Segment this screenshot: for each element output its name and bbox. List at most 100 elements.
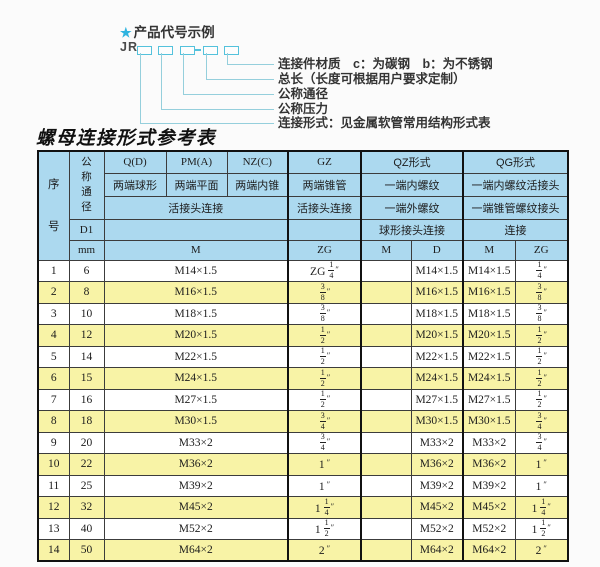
header-qz-row3: 一端外螺纹 bbox=[360, 195, 464, 220]
cell-m-thread: M20×1.5 bbox=[103, 324, 289, 347]
header-empty-gz bbox=[287, 218, 362, 241]
cell-qz-m bbox=[360, 259, 412, 282]
cell-qz-m bbox=[360, 302, 412, 325]
cell-qz-m bbox=[360, 281, 412, 304]
cell-gz: 1 2 ″ bbox=[287, 324, 362, 347]
header-q-code: Q(D) bbox=[103, 150, 167, 174]
cell-qg-m: M18×1.5 bbox=[462, 302, 516, 325]
cell-qg-m: M33×2 bbox=[462, 431, 516, 454]
cell-qg-m: M22×1.5 bbox=[462, 345, 516, 368]
cell-qz-m bbox=[360, 410, 412, 433]
cell-qg-zg: 3 4 ″ bbox=[514, 410, 569, 433]
code-box bbox=[158, 46, 173, 55]
header-seq: 序号 bbox=[37, 150, 70, 261]
cell-qz-d: M22×1.5 bbox=[410, 345, 464, 368]
cell-seq: 12 bbox=[37, 496, 70, 519]
header-nz-ends: 两端内锥 bbox=[226, 172, 289, 197]
cell-qz-d: M16×1.5 bbox=[410, 281, 464, 304]
header-q-ends: 两端球形 bbox=[103, 172, 167, 197]
table-row: 3 10 M18×1.5 3 8 ″ M18×1.5 M18×1.5 3 8 ″ bbox=[37, 302, 569, 325]
cell-seq: 9 bbox=[37, 431, 70, 454]
header-qg-row2: 一端内螺纹活接头 bbox=[462, 172, 569, 197]
cell-seq: 5 bbox=[37, 345, 70, 368]
nut-connection-table: 序号 公称通径 Q(D) PM(A) NZ(C) GZ QZ形式 QG形式 两端… bbox=[37, 150, 569, 562]
cell-qz-m bbox=[360, 367, 412, 390]
cell-mm: 8 bbox=[68, 281, 105, 304]
cell-mm: 14 bbox=[68, 345, 105, 368]
connector-line bbox=[183, 53, 184, 94]
cell-m-thread: M22×1.5 bbox=[103, 345, 289, 368]
header-m-unit: M bbox=[103, 239, 289, 261]
cell-gz: 1 2 ″ bbox=[287, 388, 362, 411]
cell-qz-d: M20×1.5 bbox=[410, 324, 464, 347]
connector-line bbox=[227, 64, 274, 65]
header-qz-m-unit: M bbox=[360, 239, 412, 261]
header-qg-zg-unit: ZG bbox=[514, 239, 569, 261]
cell-qg-m: M39×2 bbox=[462, 474, 516, 497]
cell-qg-m: M24×1.5 bbox=[462, 367, 516, 390]
table-row: 10 22 M36×2 1 ″ M36×2 M36×2 1 ″ bbox=[37, 453, 569, 476]
cell-mm: 12 bbox=[68, 324, 105, 347]
cell-qg-m: M45×2 bbox=[462, 496, 516, 519]
diagram-heading: ★ 产品代号示例 bbox=[120, 21, 215, 41]
cell-qz-d: M39×2 bbox=[410, 474, 464, 497]
cell-qz-d: M36×2 bbox=[410, 453, 464, 476]
cell-qz-m bbox=[360, 453, 412, 476]
cell-qg-m: M52×2 bbox=[462, 517, 516, 540]
header-qz-code: QZ形式 bbox=[360, 150, 464, 174]
cell-qg-zg: 1 ″ bbox=[514, 453, 569, 476]
cell-qz-d: M30×1.5 bbox=[410, 410, 464, 433]
code-box bbox=[224, 46, 239, 55]
code-dash bbox=[194, 49, 201, 51]
cell-qg-zg: 1 ″ bbox=[514, 474, 569, 497]
cell-seq: 13 bbox=[37, 517, 70, 540]
cell-seq: 8 bbox=[37, 410, 70, 433]
header-union-connection: 活接头连接 bbox=[103, 195, 289, 220]
header-qz-row2: 一端内螺纹 bbox=[360, 172, 464, 197]
cell-qz-d: M64×2 bbox=[410, 539, 464, 562]
cell-qg-zg: 1 2 ″ bbox=[514, 367, 569, 390]
cell-mm: 20 bbox=[68, 431, 105, 454]
cell-qg-zg: 2 ″ bbox=[514, 539, 569, 562]
cell-qz-d: M45×2 bbox=[410, 496, 464, 519]
header-mm-unit: mm bbox=[68, 239, 105, 261]
product-code-prefix: JR bbox=[120, 40, 138, 54]
table-row: 1 6 M14×1.5 ZG 1 4 ″ M14×1.5 M14×1.5 1 4 ″ bbox=[37, 259, 569, 282]
cell-seq: 1 bbox=[37, 259, 70, 282]
cell-m-thread: M39×2 bbox=[103, 474, 289, 497]
cell-gz: 1 1 4 ″ bbox=[287, 496, 362, 519]
cell-qg-m: M36×2 bbox=[462, 453, 516, 476]
cell-gz: 1 1 2 ″ bbox=[287, 517, 362, 540]
diagram-label-material: 连接件材质 c：为碳钢 b：为不锈钢 bbox=[278, 57, 493, 71]
cell-gz: 3 8 ″ bbox=[287, 302, 362, 325]
cell-m-thread: M64×2 bbox=[103, 539, 289, 562]
cell-qg-m: M16×1.5 bbox=[462, 281, 516, 304]
cell-seq: 4 bbox=[37, 324, 70, 347]
header-empty-span bbox=[103, 218, 289, 241]
cell-qz-m bbox=[360, 474, 412, 497]
connector-line bbox=[183, 94, 274, 95]
cell-qg-zg: 3 8 ″ bbox=[514, 281, 569, 304]
cell-gz: ZG 1 4 ″ bbox=[287, 259, 362, 282]
cell-mm: 10 bbox=[68, 302, 105, 325]
diagram-heading-label: 产品代号示例 bbox=[133, 25, 215, 40]
cell-m-thread: M14×1.5 bbox=[103, 259, 289, 282]
cell-qg-zg: 1 1 2 ″ bbox=[514, 517, 569, 540]
cell-gz: 3 8 ″ bbox=[287, 281, 362, 304]
connector-line bbox=[206, 53, 207, 79]
cell-seq: 2 bbox=[37, 281, 70, 304]
header-gz-connection: 活接头连接 bbox=[287, 195, 362, 220]
connector-line bbox=[140, 123, 274, 124]
header-gz-code: GZ bbox=[287, 150, 362, 174]
connector-line bbox=[227, 53, 228, 64]
table-row: 8 18 M30×1.5 3 4 ″ M30×1.5 M30×1.5 3 4 ″ bbox=[37, 410, 569, 433]
cell-seq: 3 bbox=[37, 302, 70, 325]
cell-qz-d: M24×1.5 bbox=[410, 367, 464, 390]
cell-qz-d: M33×2 bbox=[410, 431, 464, 454]
table-row: 4 12 M20×1.5 1 2 ″ M20×1.5 M20×1.5 1 2 ″ bbox=[37, 324, 569, 347]
header-nominal-diameter: 公称通径 bbox=[68, 150, 105, 220]
table-row: 13 40 M52×2 1 1 2 ″ M52×2 M52×2 1 1 2 ″ bbox=[37, 517, 569, 540]
cell-m-thread: M45×2 bbox=[103, 496, 289, 519]
star-icon: ★ bbox=[120, 25, 132, 40]
